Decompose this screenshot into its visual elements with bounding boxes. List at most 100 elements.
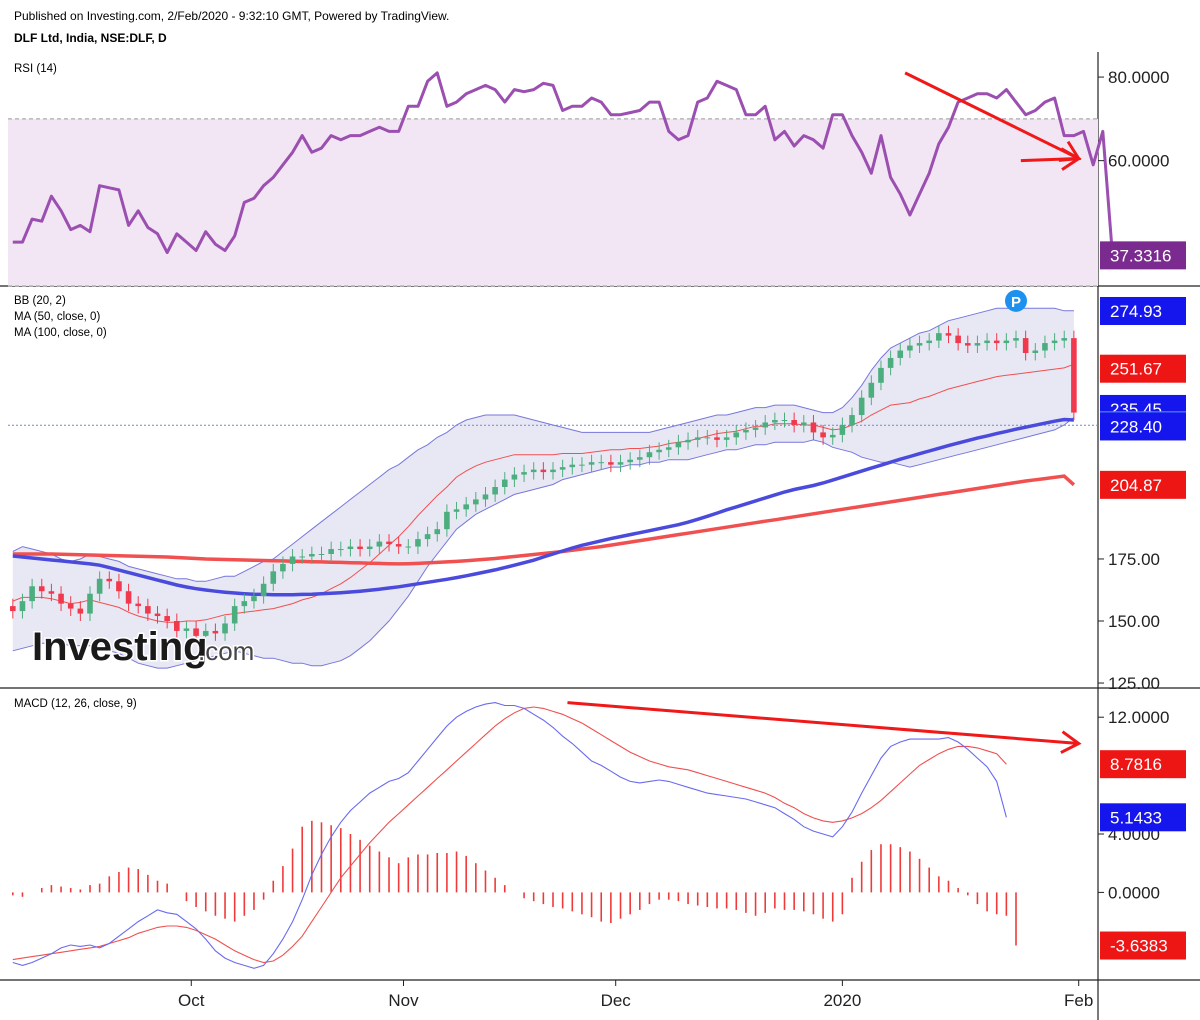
- rsi-last-value-badge-label: 37.3316: [1110, 246, 1171, 265]
- candle-body: [434, 529, 441, 535]
- candle-body: [386, 541, 392, 545]
- candle-body: [183, 628, 190, 631]
- candle-body: [231, 606, 238, 624]
- candle-body: [135, 603, 142, 607]
- macd-line: [12, 702, 1007, 969]
- macd-badge: [1100, 803, 1186, 832]
- candle-body: [964, 343, 971, 346]
- candle-body: [858, 397, 865, 416]
- candle-body: [675, 442, 682, 448]
- candle-body: [743, 429, 749, 433]
- candle-body: [800, 422, 807, 425]
- rsi-trend-arrow-2: [1020, 157, 1079, 163]
- candle-body: [550, 469, 556, 473]
- candle-body: [772, 420, 778, 423]
- candle-body: [993, 340, 1000, 344]
- candle-body: [1042, 343, 1048, 351]
- candle-body: [473, 499, 479, 505]
- macd-badge-label: 8.7816: [1110, 755, 1162, 774]
- candle-body: [588, 462, 595, 465]
- pivot-marker-label: P: [1011, 294, 1021, 311]
- candle-body: [202, 630, 209, 636]
- candle-body: [559, 467, 566, 470]
- candle-body: [299, 556, 306, 558]
- price-badge-label: 204.87: [1110, 476, 1162, 495]
- candle-body: [395, 544, 402, 547]
- candle-body: [1013, 338, 1019, 341]
- candle-body: [849, 415, 855, 425]
- ma50-legend: MA (50, close, 0): [14, 311, 100, 323]
- price-badge: [1100, 296, 1186, 325]
- rsi-tick-label: 80.0000: [1108, 68, 1169, 87]
- candle-body: [1071, 338, 1077, 413]
- signal-line: [12, 706, 1007, 964]
- time-tick-label: Oct: [178, 991, 205, 1010]
- macd-badge: [1100, 750, 1186, 779]
- bb-legend: BB (20, 2): [14, 295, 66, 307]
- candle-body: [627, 459, 633, 463]
- candle-body: [868, 382, 875, 398]
- candle-body: [376, 541, 383, 547]
- price-tick-label: 175.00: [1108, 550, 1160, 569]
- rsi-band: [8, 118, 1098, 286]
- candle-body: [791, 420, 797, 425]
- candle-body: [665, 447, 672, 450]
- macd-badge-label: 5.1433: [1110, 808, 1162, 827]
- price-badge-label: 274.93: [1110, 302, 1162, 321]
- price-badge: [1100, 470, 1186, 499]
- candle-body: [955, 335, 961, 344]
- candle-body: [87, 593, 93, 614]
- candle-body: [617, 462, 624, 465]
- candle-body: [569, 464, 576, 468]
- bb-basis-line: [12, 363, 1075, 623]
- rsi-last-value-badge: [1100, 241, 1186, 270]
- candle-body: [463, 504, 469, 510]
- candle-body: [260, 583, 267, 597]
- candle-body: [762, 422, 769, 428]
- candle-body: [598, 462, 605, 464]
- candle-body: [723, 437, 730, 440]
- candle-body: [694, 437, 701, 440]
- macd-trend-arrow-1: [567, 701, 1079, 745]
- macd-tick-label: 12.0000: [1108, 708, 1169, 727]
- candle-body: [174, 621, 180, 631]
- time-tick-label: Nov: [388, 991, 419, 1010]
- candle-body: [945, 333, 952, 336]
- price-tick-label: 150.00: [1108, 612, 1160, 631]
- candle-body: [492, 487, 498, 495]
- candle-body: [77, 608, 84, 614]
- time-tick-label: Feb: [1064, 991, 1093, 1010]
- candle-body: [67, 603, 74, 609]
- bb-fill: [12, 308, 1074, 669]
- candle-body: [48, 591, 55, 594]
- candle-body: [926, 340, 932, 344]
- macd-trend-arrow-1-head: [1060, 730, 1082, 754]
- candle-body: [501, 479, 508, 487]
- candle-body: [829, 434, 836, 438]
- published-note: Published on Investing.com, 2/Feb/2020 -…: [14, 9, 450, 23]
- candle-body: [125, 591, 132, 604]
- candle-body: [106, 578, 113, 582]
- price-badge-label: 251.67: [1110, 360, 1162, 379]
- candle-body: [540, 469, 547, 473]
- investing-watermark: Investing .com: [31, 624, 256, 671]
- candle-body: [685, 439, 691, 443]
- candle-body: [415, 539, 421, 547]
- candle-body: [839, 424, 846, 435]
- candle-body: [241, 601, 248, 607]
- candle-body: [164, 616, 170, 621]
- watermark-suffix: .com: [198, 636, 254, 666]
- candle-body: [714, 437, 720, 440]
- watermark-text: Investing: [32, 625, 208, 669]
- candle-body: [337, 549, 344, 551]
- candle-body: [405, 546, 412, 548]
- candle-body: [19, 601, 26, 612]
- price-badge: [1100, 354, 1186, 383]
- candle-body: [1061, 338, 1068, 341]
- candle-body: [96, 578, 103, 594]
- candle-body: [521, 472, 527, 475]
- candle-body: [916, 343, 923, 346]
- macd-badge: [1100, 931, 1186, 960]
- candle-body: [936, 333, 942, 341]
